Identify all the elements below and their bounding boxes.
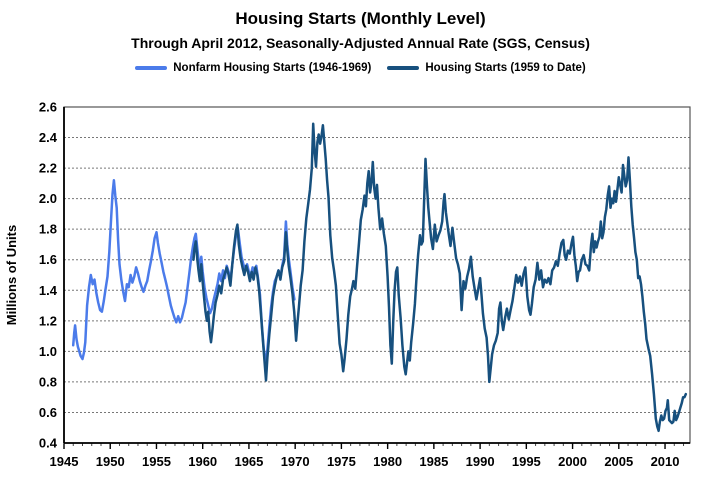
x-tick-label: 1980: [373, 454, 402, 469]
y-tick-label: 1.8: [39, 222, 57, 237]
x-tick-label: 1990: [466, 454, 495, 469]
y-tick-label: 1.6: [39, 252, 57, 267]
x-tick-label: 1945: [50, 454, 79, 469]
legend-item-housing-starts: Housing Starts (1959 to Date): [387, 62, 586, 74]
x-tick-label: 1950: [96, 454, 125, 469]
y-axis-title: Millions of Units: [4, 225, 19, 325]
x-tick-label: 2010: [651, 454, 680, 469]
legend-label-nonfarm: Nonfarm Housing Starts (1946-1969): [173, 62, 372, 74]
legend-line-swatch-nonfarm: [135, 66, 168, 70]
chart-title: Housing Starts (Monthly Level): [235, 9, 486, 28]
y-tick-label: 1.0: [39, 344, 57, 359]
y-tick-label: 0.6: [39, 405, 57, 420]
legend-item-nonfarm-starts: Nonfarm Housing Starts (1946-1969): [135, 62, 371, 74]
legend-line-swatch-housing: [387, 66, 420, 70]
x-tick-label: 1985: [419, 454, 448, 469]
y-tick-label: 2.2: [39, 161, 57, 176]
x-tick-label: 2005: [604, 454, 633, 469]
y-tick-label: 1.2: [39, 313, 57, 328]
y-tick-label: 1.4: [39, 283, 58, 298]
series-line-0: [71, 179, 296, 365]
x-tick-label: 1970: [281, 454, 310, 469]
y-tick-label: 0.8: [39, 374, 57, 389]
y-tick-label: 2.6: [39, 100, 57, 115]
x-tick-label: 1960: [188, 454, 217, 469]
x-tick-label: 1975: [327, 454, 356, 469]
x-tick-label: 2000: [558, 454, 587, 469]
chart-legend: Nonfarm Housing Starts (1946-1969) Housi…: [0, 62, 721, 74]
legend-label-housing: Housing Starts (1959 to Date): [425, 62, 586, 74]
x-tick-label: 1995: [512, 454, 541, 469]
x-tick-label: 1955: [142, 454, 171, 469]
y-tick-label: 2.4: [39, 130, 58, 145]
y-tick-label: 0.4: [39, 436, 58, 451]
x-tick-label: 1965: [234, 454, 263, 469]
chart-subtitle: Through April 2012, Seasonally-Adjusted …: [131, 35, 590, 51]
series-line-1: [192, 122, 688, 433]
y-tick-label: 2.0: [39, 191, 57, 206]
plot-border: [63, 106, 691, 444]
